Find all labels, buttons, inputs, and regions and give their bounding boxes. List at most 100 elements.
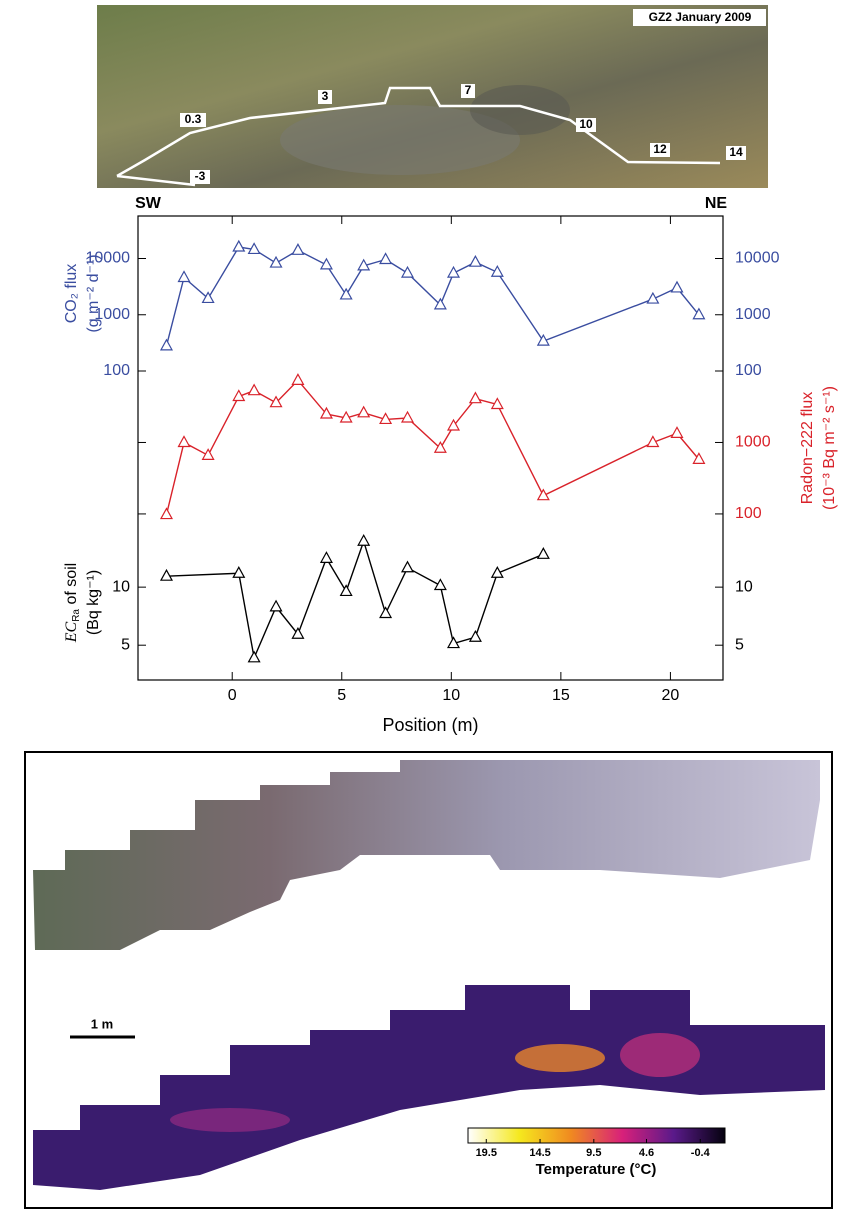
marker [357,258,371,271]
colorbar-tick-label: 4.6 [639,1147,654,1159]
marker [339,584,353,597]
marker [177,270,191,283]
y-tick-label: 1000 [735,434,771,451]
label-box [461,84,475,98]
marker [400,265,415,278]
marker [159,507,173,520]
marker [446,418,461,431]
marker [433,441,447,453]
marker [269,395,283,408]
data-line [166,538,544,661]
colorbar-tick-label: 9.5 [586,1147,601,1159]
data-line [165,379,700,515]
position-label: 14 [729,145,743,159]
y-axis-label-part: (10⁻³ Bq m⁻² s⁻¹) [821,386,838,510]
marker [357,405,371,418]
label-box [633,9,766,26]
photo-mosaic [33,760,820,950]
marker [247,242,261,255]
marker [177,435,191,448]
rock [280,105,520,175]
y-axis-label-part: Ra [71,609,82,622]
y-axis-label-part: of soil [63,563,80,609]
label-box [318,90,332,104]
y-axis-label: (10⁻³ Bq m⁻² s⁻¹) [821,386,838,510]
colorbar [467,1127,726,1144]
marker [232,389,246,402]
marker [670,280,684,293]
marker [319,257,333,270]
warm-zone [620,1033,700,1077]
marker [247,650,261,663]
direction-label: NE [705,195,728,212]
marker [490,264,504,277]
colorbar-tick-label: 19.5 [476,1147,497,1159]
y-tick-label: 10000 [86,250,131,267]
y-axis-label: Radon−222 flux [799,392,816,505]
position-label: 3 [322,89,329,103]
y-axis-label-part: CO₂ flux [63,264,80,324]
rock [470,85,570,135]
marker [291,243,305,255]
photo-title: GZ2 January 2009 [649,10,752,24]
y-axis-label-part: (Bq kg⁻¹) [85,570,102,635]
marker [468,254,482,267]
marker [446,636,461,649]
marker [291,626,305,639]
marker [379,606,393,619]
marker [646,291,660,304]
marker [536,547,550,559]
label-box [180,113,206,127]
marker [159,568,173,581]
marker [232,566,246,578]
warm-zone [515,1044,605,1072]
marker [646,435,660,448]
y-tick-label: 100 [735,505,762,522]
marker [400,410,415,423]
marker [269,255,283,268]
marker [379,412,393,425]
y-tick-label: 5 [121,636,130,653]
marker [379,252,393,265]
marker [201,291,215,304]
y-tick-label: 100 [735,362,762,379]
marker [319,406,333,419]
y-tick-label: 1000 [735,306,771,323]
marker [490,397,504,410]
label-box [190,170,210,184]
marker [339,410,353,423]
y-tick-label: 5 [735,636,744,653]
position-label: 12 [653,142,667,156]
position-label: 10 [579,117,593,131]
marker [319,551,333,563]
label-box [726,146,746,160]
y-axis-label: ECRa of soil [63,563,82,644]
y-axis-label-part: (g m⁻² d⁻¹) [85,254,102,332]
y-tick-label: 10 [112,578,130,595]
marker [536,488,550,501]
colorbar-tick-label: 14.5 [529,1147,550,1159]
y-axis-label-part: EC [63,621,80,643]
thermal-image [33,985,825,1190]
marker [339,287,353,300]
warm-zone [170,1108,290,1132]
x-tick-label: 15 [552,687,570,704]
marker [433,297,447,310]
x-axis-label: Position (m) [382,715,478,735]
thermal-panel [24,751,833,1209]
marker [468,629,482,642]
marker [446,265,461,278]
colorbar-tick-label: -0.4 [691,1147,711,1159]
y-axis-label: (g m⁻² d⁻¹) [85,254,102,332]
marker [400,560,415,573]
marker [357,533,371,546]
marker [490,566,504,578]
marker [692,307,706,320]
y-tick-label: 1000 [94,306,130,323]
marker [692,452,706,464]
y-tick-label: 10 [735,578,753,595]
y-tick-label: 100 [103,362,130,379]
marker [159,338,173,351]
scale-bar-label: 1 m [91,1016,113,1031]
